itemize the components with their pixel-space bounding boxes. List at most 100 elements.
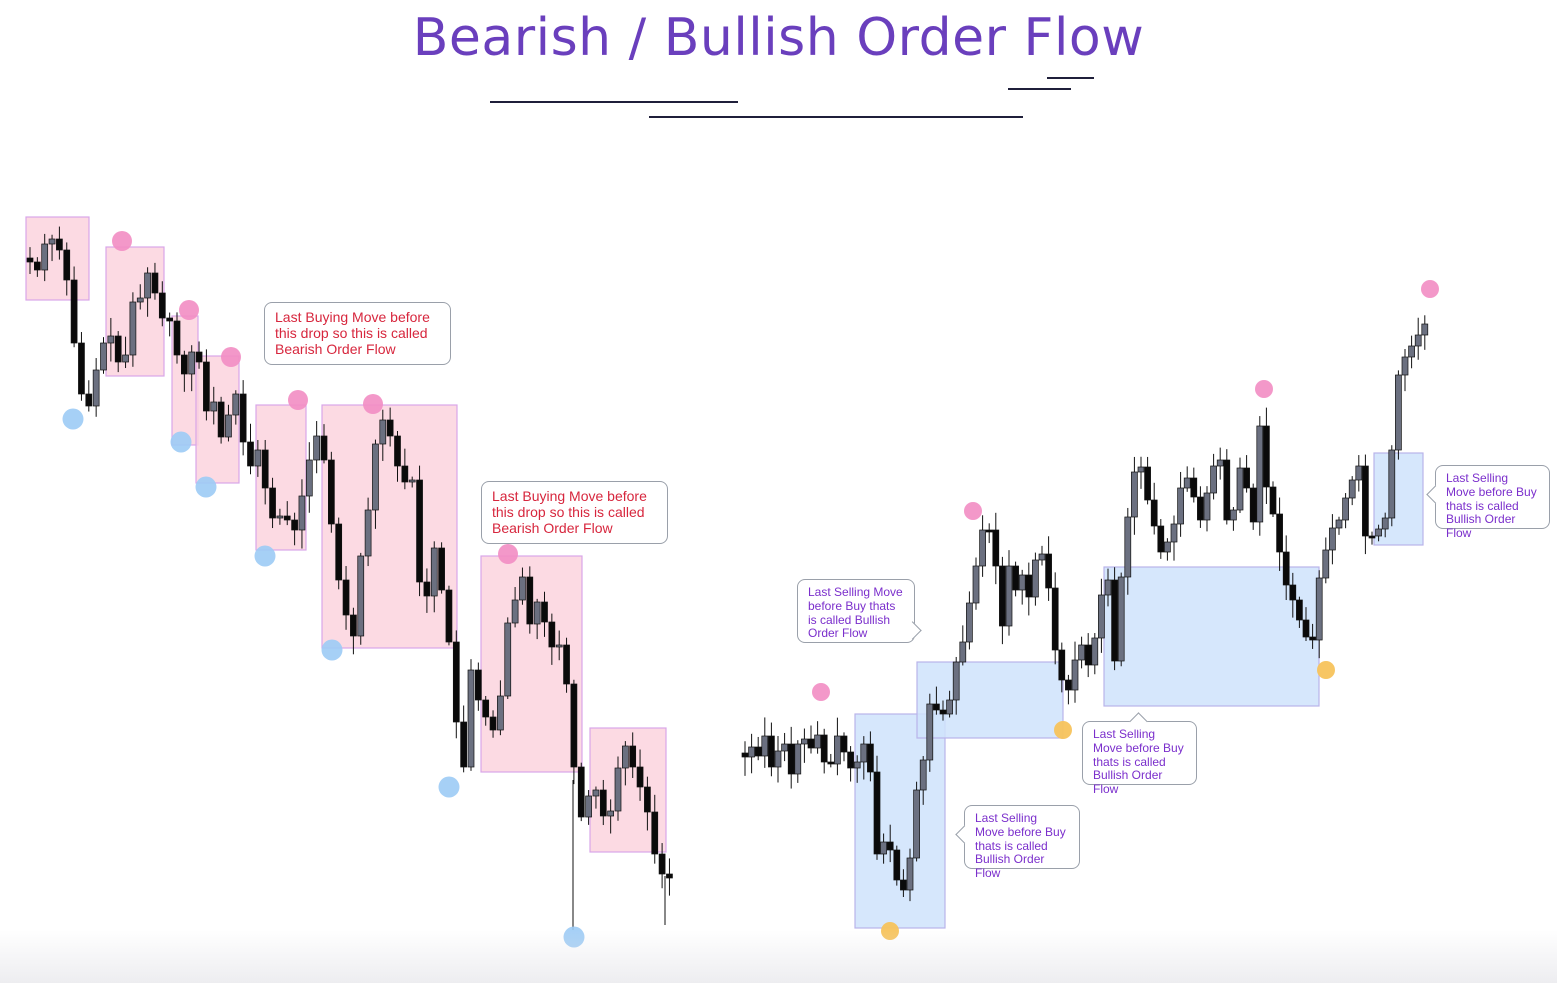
bearish-candle-54 [416, 479, 423, 583]
bearish-candle-46 [357, 555, 365, 637]
bearish-candle-32 [254, 449, 262, 467]
bearish-candle-24 [195, 351, 203, 363]
bullish-candle-59 [1124, 516, 1132, 578]
bearish-swing-low-6 [438, 776, 460, 798]
bullish-swing-low-3 [1317, 661, 1335, 679]
bullish-candle-23 [886, 841, 894, 851]
bullish-candle-6 [774, 750, 782, 768]
bearish-candle-73 [555, 644, 563, 648]
bullish-candle-8 [787, 743, 795, 775]
bearish-order-block-4 [195, 355, 240, 484]
bullish-candle-33 [952, 661, 960, 701]
bullish-candle-102 [1408, 345, 1415, 358]
bull-note-1: Last Selling Move before Buy thats is ca… [797, 579, 922, 643]
bullish-order-block-2 [916, 661, 1064, 739]
bearish-candle-67 [511, 599, 519, 624]
bullish-candle-20 [867, 743, 874, 773]
bullish-candle-66 [1170, 523, 1178, 543]
bearish-candle-64 [489, 716, 497, 731]
bearish-swing-high-5 [363, 394, 383, 414]
bullish-candle-9 [794, 743, 802, 775]
bearish-swing-low-5 [321, 639, 343, 661]
bullish-candle-39 [992, 529, 1000, 567]
bullish-candle-54 [1091, 637, 1099, 666]
bullish-candle-25 [900, 879, 907, 891]
bearish-candle-52 [401, 465, 409, 483]
bearish-candle-43 [335, 523, 343, 581]
bearish-candle-63 [482, 699, 490, 718]
bearish-candle-2 [33, 261, 41, 271]
bullish-order-block-3 [1103, 566, 1320, 707]
bearish-candle-25 [203, 361, 210, 412]
bearish-candle-18 [151, 272, 159, 294]
bullish-candle-63 [1150, 499, 1158, 527]
bearish-candle-5 [56, 238, 63, 251]
bearish-candle-51 [394, 435, 401, 467]
bullish-candle-36 [972, 565, 980, 604]
bearish-swing-low-3 [195, 476, 217, 498]
bearish-candle-68 [519, 576, 526, 601]
bullish-candle-58 [1117, 576, 1125, 662]
bullish-candle-32 [946, 699, 953, 715]
bullish-candle-73 [1216, 459, 1224, 467]
bearish-candle-21 [173, 320, 181, 356]
bullish-candle-35 [966, 602, 973, 643]
title-underline-4 [1047, 77, 1094, 79]
bearish-candle-62 [475, 669, 482, 701]
bullish-candle-27 [913, 789, 920, 859]
bullish-candle-29 [926, 703, 934, 761]
bullish-candle-61 [1137, 466, 1145, 473]
bullish-candle-89 [1322, 549, 1330, 579]
bearish-candle-7 [70, 279, 78, 344]
bullish-candle-67 [1177, 487, 1184, 525]
bullish-candle-69 [1190, 477, 1198, 498]
bull-note-3: Last Selling Move before Buy thats is ca… [955, 805, 1080, 880]
bullish-candle-37 [979, 529, 986, 567]
bearish-swing-high-1 [112, 231, 132, 251]
bearish-candle-12 [107, 335, 115, 344]
bullish-candle-56 [1104, 579, 1112, 596]
bearish-candle-86 [651, 811, 659, 855]
bear-note-1-text: Last Buying Move before this drop so thi… [275, 309, 430, 358]
bullish-candle-13 [820, 734, 828, 763]
bullish-candle-75 [1230, 509, 1237, 521]
bullish-candle-15 [834, 735, 841, 765]
bullish-candle-90 [1329, 527, 1336, 551]
bullish-candle-101 [1401, 356, 1409, 376]
bullish-candle-10 [801, 738, 808, 745]
bullish-candle-40 [999, 565, 1006, 627]
bullish-candle-47 [1045, 553, 1052, 589]
bullish-candle-68 [1183, 477, 1191, 489]
page-title: Bearish / Bullish Order Flow [412, 8, 1145, 68]
bearish-candle-37 [291, 519, 298, 531]
bullish-candle-55 [1098, 594, 1105, 639]
bullish-candle-2 [748, 746, 755, 758]
bullish-candle-62 [1144, 466, 1151, 501]
bull-note-3-text: Last Selling Move before Buy thats is ca… [975, 811, 1066, 881]
bullish-candle-50 [1065, 679, 1072, 691]
bearish-candle-48 [372, 443, 379, 511]
bearish-candle-22 [181, 354, 188, 375]
bullish-candle-45 [1032, 559, 1039, 598]
bullish-candle-4 [761, 735, 769, 757]
bullish-candle-72 [1210, 465, 1217, 494]
bullish-candle-14 [827, 761, 835, 765]
bullish-candle-21 [873, 771, 881, 855]
bearish-candle-45 [350, 614, 357, 637]
bearish-candle-78 [592, 789, 600, 797]
bearish-candle-85 [644, 786, 651, 813]
bullish-candle-42 [1012, 565, 1019, 591]
bullish-candle-7 [781, 743, 788, 752]
bearish-candle-38 [298, 495, 306, 531]
bearish-order-block-6 [321, 404, 458, 649]
bullish-candle-41 [1005, 565, 1013, 627]
bearish-candle-4 [48, 238, 56, 245]
bullish-candle-104 [1421, 323, 1429, 336]
bearish-swing-low-4 [254, 545, 276, 567]
bullish-candle-12 [814, 734, 821, 749]
bearish-candle-47 [364, 509, 372, 557]
bearish-candle-17 [144, 272, 151, 299]
bearish-candle-83 [629, 745, 637, 768]
bearish-candle-31 [247, 441, 254, 467]
